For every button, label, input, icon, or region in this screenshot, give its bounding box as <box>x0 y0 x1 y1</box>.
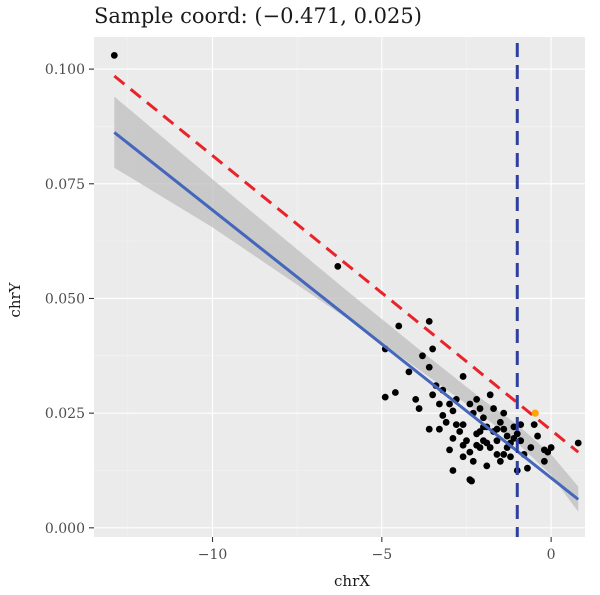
data-point <box>500 451 508 458</box>
data-point <box>110 51 118 59</box>
data-point <box>493 425 501 433</box>
data-point <box>459 441 467 449</box>
data-point <box>381 393 389 401</box>
y-tick-label: 0.000 <box>45 521 85 537</box>
data-point <box>415 405 423 412</box>
data-point <box>510 423 518 431</box>
data-point <box>439 412 447 419</box>
data-point <box>435 425 443 433</box>
data-point <box>574 439 582 447</box>
data-point <box>510 434 518 442</box>
fit-line-layer <box>113 131 580 501</box>
data-point <box>476 405 484 412</box>
data-point <box>476 444 484 451</box>
data-point <box>449 407 457 415</box>
highlight-point <box>531 409 539 417</box>
data-point <box>446 400 453 408</box>
data-point <box>469 457 477 465</box>
data-point <box>483 462 491 470</box>
data-point <box>524 464 531 472</box>
data-point <box>527 444 535 451</box>
reference-line <box>113 74 580 454</box>
data-point <box>429 391 437 399</box>
data-point <box>429 345 437 353</box>
x-axis-ticks: −10 −5 0 <box>198 537 556 563</box>
y-tick-label: 0.050 <box>45 291 85 307</box>
data-point <box>425 363 433 371</box>
fit-line <box>113 131 580 501</box>
data-point <box>483 439 491 447</box>
data-point <box>452 421 460 429</box>
data-point <box>466 448 474 456</box>
data-point <box>412 395 420 403</box>
data-point <box>459 453 467 461</box>
data-point <box>540 457 548 465</box>
data-point <box>334 262 342 270</box>
data-point <box>435 400 443 408</box>
data-point <box>496 457 504 465</box>
data-point <box>468 477 475 485</box>
x-axis-title: chrX <box>334 572 370 590</box>
data-point <box>459 373 467 380</box>
confidence-band-layer <box>114 96 579 512</box>
y-tick-label: 0.025 <box>45 406 85 422</box>
data-point <box>449 467 457 474</box>
data-point <box>500 425 508 433</box>
data-point <box>534 432 541 440</box>
data-point <box>517 437 525 445</box>
data-point <box>493 437 501 445</box>
x-tick-label: 0 <box>547 547 556 563</box>
y-tick-label: 0.075 <box>45 177 85 193</box>
data-point <box>442 418 450 426</box>
chart-title: Sample coord: (−0.471, 0.025) <box>94 4 422 28</box>
data-point <box>507 453 514 461</box>
data-point <box>473 395 481 403</box>
reference-line-layer <box>113 74 580 454</box>
y-tick-label: 0.100 <box>45 62 85 78</box>
data-point <box>496 418 504 426</box>
y-axis-title: chrY <box>6 281 24 317</box>
data-point <box>517 421 525 429</box>
x-tick-label: −5 <box>372 547 393 563</box>
data-point <box>466 400 474 408</box>
data-point <box>473 430 481 438</box>
data-point <box>449 434 457 442</box>
data-point <box>459 421 467 429</box>
data-point <box>500 409 508 417</box>
data-point <box>530 421 538 429</box>
confidence-band <box>114 96 579 512</box>
y-axis-ticks: 0.000 0.025 0.050 0.075 0.100 <box>45 62 94 537</box>
data-point <box>425 318 433 325</box>
data-point <box>503 432 511 440</box>
data-point <box>425 425 433 433</box>
data-point <box>480 414 487 422</box>
data-point <box>493 451 501 458</box>
data-point <box>486 391 494 399</box>
data-point <box>391 389 399 396</box>
data-point <box>446 446 453 454</box>
data-point <box>490 405 497 412</box>
data-point <box>405 368 413 376</box>
data-point <box>547 444 555 451</box>
major-gridlines <box>94 37 585 537</box>
data-point <box>395 322 403 330</box>
data-point <box>456 428 464 435</box>
data-point <box>419 352 426 360</box>
x-tick-label: −10 <box>198 547 228 563</box>
